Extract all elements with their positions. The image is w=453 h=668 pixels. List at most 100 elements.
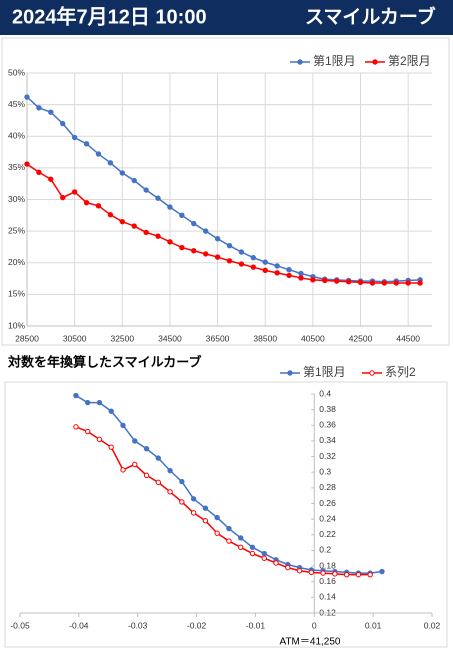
data-point	[367, 571, 373, 578]
data-point	[334, 278, 340, 284]
data-point	[238, 544, 244, 550]
data-point	[120, 422, 126, 428]
legend-marker	[369, 370, 375, 376]
data-point	[249, 550, 256, 557]
data-point	[119, 218, 125, 225]
data-point	[417, 280, 423, 286]
data-point	[119, 170, 125, 176]
y-tick-label: 0.12	[319, 607, 336, 617]
y-tick-label: 0.22	[319, 529, 336, 539]
data-point	[36, 169, 42, 176]
data-point	[202, 228, 209, 234]
x-tick-label: 0.02	[424, 620, 441, 630]
data-point	[155, 233, 161, 239]
x-tick-label: 34500	[158, 333, 182, 343]
x-tick-label: 40500	[301, 333, 325, 343]
data-point	[191, 220, 197, 227]
data-point	[73, 424, 79, 430]
data-point	[405, 280, 411, 286]
data-point	[250, 254, 257, 261]
data-point	[132, 438, 138, 444]
data-point	[273, 560, 279, 566]
y-tick-label: 0.24	[319, 513, 336, 523]
legend-marker	[297, 59, 303, 65]
data-point	[143, 472, 150, 479]
data-point	[96, 399, 103, 406]
y-tick-label: 0.28	[319, 482, 336, 492]
x-tick-label: -0.03	[128, 620, 148, 630]
data-point	[155, 479, 162, 486]
data-point	[191, 248, 197, 254]
x-tick-label: 32500	[110, 333, 134, 343]
data-point	[83, 199, 90, 206]
data-point	[143, 229, 149, 236]
data-point	[24, 94, 30, 100]
data-point	[285, 564, 291, 571]
x-tick-label: 44500	[396, 333, 420, 343]
data-point	[71, 134, 78, 141]
y-tick-label: 0.18	[319, 560, 336, 570]
legend-marker	[287, 370, 293, 376]
y-tick-label: 0.32	[319, 451, 336, 461]
data-point	[226, 242, 233, 249]
data-point	[48, 109, 54, 115]
data-point	[357, 279, 364, 286]
y-tick-label: 0.26	[319, 498, 336, 508]
data-point	[167, 467, 173, 474]
data-point	[131, 177, 137, 184]
x-tick-label: 36500	[206, 333, 230, 343]
data-point	[320, 570, 326, 576]
header-date: 2024年7月12日 10:00	[12, 4, 207, 28]
data-point	[36, 105, 42, 111]
x-tick-label: 30500	[63, 333, 87, 343]
data-point	[132, 461, 138, 468]
data-point	[250, 264, 257, 270]
data-point	[296, 568, 303, 574]
y-tick-label: 0.34	[319, 435, 336, 445]
y-tick-label: 35%	[8, 162, 25, 172]
y-tick-label: 50%	[8, 67, 25, 77]
data-point	[379, 568, 385, 575]
legend-label: 第1限月	[303, 365, 346, 379]
data-point	[179, 244, 185, 251]
data-point	[167, 239, 173, 245]
data-point	[202, 251, 209, 257]
y-tick-label: 0.36	[319, 420, 336, 430]
data-point	[274, 270, 280, 276]
header-title: スマイルカーブ	[305, 5, 436, 28]
y-tick-label: 0.2	[319, 545, 331, 555]
data-point	[286, 272, 292, 279]
data-point	[343, 571, 350, 578]
x-tick-label: 28500	[15, 333, 39, 343]
data-point	[226, 525, 232, 532]
data-point	[202, 518, 209, 524]
chart-title: 対数を年換算したスマイルカーブ	[7, 354, 201, 369]
data-point	[226, 538, 232, 544]
data-point	[238, 261, 245, 267]
data-point	[298, 270, 304, 277]
y-tick-label: 40%	[8, 131, 25, 141]
x-tick-label: -0.05	[10, 620, 30, 630]
legend-label: 第2限月	[388, 54, 431, 68]
data-point	[286, 267, 292, 273]
data-point	[249, 544, 256, 550]
data-point	[190, 496, 197, 502]
data-point	[345, 279, 352, 285]
x-tick-label: -0.02	[187, 620, 207, 630]
chart-frame	[1, 37, 450, 346]
data-point	[332, 571, 338, 577]
data-point	[190, 510, 197, 516]
y-tick-label: 0.3	[319, 466, 331, 476]
data-point	[107, 211, 114, 218]
data-point	[95, 203, 102, 209]
data-point	[143, 187, 149, 193]
legend-label: 第1限月	[313, 54, 356, 68]
series-line	[26, 96, 421, 283]
y-tick-label: 15%	[8, 289, 25, 299]
x-tick-label: -0.01	[246, 620, 266, 630]
x-tick-label: 0.01	[365, 620, 382, 630]
x-tick-label: 42500	[349, 333, 373, 343]
x-tick-label: -0.04	[69, 620, 89, 630]
data-point	[262, 259, 268, 265]
data-point	[310, 277, 316, 283]
